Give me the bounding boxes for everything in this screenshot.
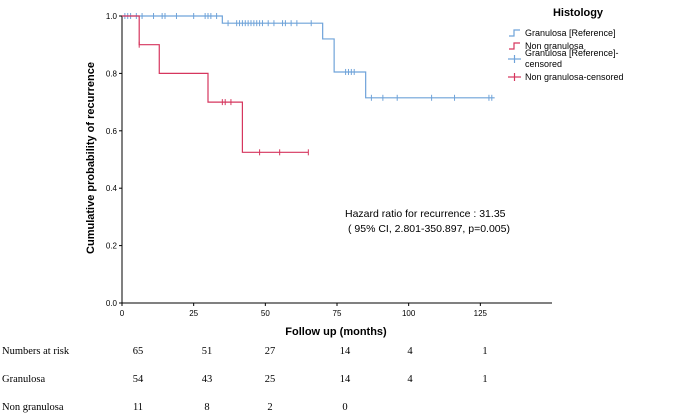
risk-cell: 8 [204,402,210,413]
risk-cell: 0 [342,402,348,413]
granulosa-survival-line [122,15,495,99]
risk-cell: 14 [339,346,351,357]
numbers-at-risk-table: Numbers at risk 65 51 27 14 4 1 Granulos… [0,338,678,414]
risk-cell: 54 [132,374,144,385]
x-tick-label: 125 [474,309,488,318]
y-tick-label: 0.6 [106,127,118,136]
risk-row-header: Numbers at risk 65 51 27 14 4 1 [0,346,678,360]
risk-cell: 65 [132,346,144,357]
hazard-ratio-line-1: Hazard ratio for recurrence : 31.35 [345,208,506,220]
legend-entry-0-label: Granulosa [Reference] [525,28,616,38]
risk-cell: 27 [264,346,276,357]
hazard-ratio-line-2: ( 95% CI, 2.801-350.897, p=0.005) [348,223,510,235]
risk-cell: 4 [407,346,413,357]
risk-cell: 11 [132,402,144,413]
risk-row-granulosa: Granulosa 54 43 25 14 4 1 [0,374,678,388]
y-tick-label: 1.0 [106,12,118,21]
legend-title: Histology [553,7,604,19]
risk-row-non-granulosa: Non granulosa 11 8 2 0 [0,402,678,416]
x-axis-title: Follow up (months) [285,326,387,338]
risk-row-label: Non granulosa [2,402,64,413]
plot-area [122,13,495,156]
y-tick-label: 0.0 [106,299,118,308]
risk-row-label: Numbers at risk [2,346,70,357]
risk-cell: 25 [264,374,276,385]
y-tick-label: 0.2 [106,242,118,251]
risk-cell: 14 [339,374,351,385]
legend-entry-0-line-swatch [509,29,520,37]
x-tick-label: 50 [261,309,270,318]
y-axis-title: Cumulative probability of recurrence [85,62,97,254]
axes: 0.0 0.2 0.4 0.6 0.8 1.0 0 25 50 75 100 125 [106,12,552,318]
legend-entry-1-label: Non granulosa [525,41,584,51]
x-tick-label: 0 [120,309,125,318]
risk-cell: 2 [267,402,273,413]
km-chart: 0.0 0.2 0.4 0.6 0.8 1.0 0 25 50 75 100 125 Cumulati… [85,7,624,338]
risk-cell: 43 [201,374,213,385]
x-tick-label: 25 [189,309,198,318]
risk-cell: 51 [201,346,213,357]
risk-cell: 1 [482,374,488,385]
risk-cell: 1 [482,346,488,357]
x-tick-label: 75 [333,309,342,318]
y-tick-label: 0.4 [106,184,118,193]
x-tick-label: 100 [402,309,416,318]
legend-entry-1-line-swatch [509,42,520,50]
y-tick-label: 0.8 [106,69,118,78]
risk-cell: 4 [407,374,413,385]
legend-entry-3-label: Non granulosa-censored [525,72,624,82]
non-granulosa-survival-line [122,15,309,153]
legend: Histology Granulosa [Reference] Non granu… [508,7,624,82]
legend-entry-2-label: Granulosa [Reference]-censored [525,48,619,69]
risk-row-label: Granulosa [2,374,46,385]
